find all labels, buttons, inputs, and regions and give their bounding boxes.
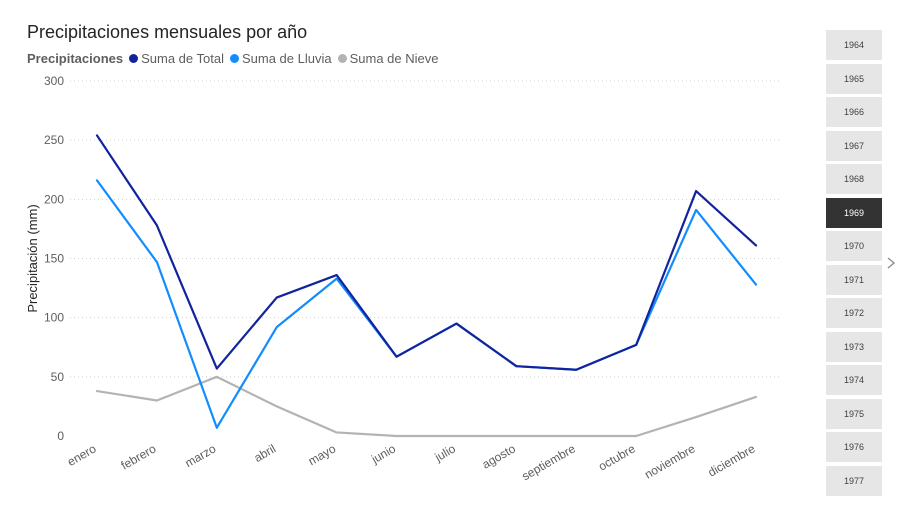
y-tick-label: 150: [44, 252, 64, 266]
y-axis-title: Precipitación (mm): [25, 204, 40, 312]
legend-item-lluvia[interactable]: Suma de Lluvia: [229, 51, 332, 66]
chart-legend: Precipitaciones Suma de Total Suma de Ll…: [27, 51, 445, 66]
data-point: [274, 404, 279, 409]
data-point: [394, 354, 399, 359]
slicer-item-1975[interactable]: 1975: [826, 398, 882, 429]
data-point: [754, 282, 759, 287]
slicer-item-1973[interactable]: 1973: [826, 331, 882, 362]
x-tick-label: febrero: [118, 441, 158, 472]
x-tick-label: enero: [65, 441, 99, 469]
chart-title: Precipitaciones mensuales por año: [27, 22, 308, 42]
x-tick-label: marzo: [182, 441, 218, 470]
y-tick-label: 200: [44, 192, 64, 206]
slicer-item-1968[interactable]: 1968: [826, 164, 882, 194]
data-point: [154, 398, 159, 403]
data-point: [694, 189, 699, 194]
slicer-item-1972[interactable]: 1972: [826, 298, 882, 328]
x-tick-label: agosto: [480, 441, 518, 471]
legend-dot-icon: [229, 54, 239, 63]
data-point: [754, 243, 759, 248]
data-point: [154, 260, 159, 265]
series-line-suma-de-total: [95, 134, 758, 371]
data-point: [274, 325, 279, 330]
data-point: [214, 366, 219, 371]
x-tick-label: diciembre: [705, 441, 757, 479]
data-point: [634, 342, 639, 347]
slicer-item-1976[interactable]: 1976: [826, 432, 882, 462]
data-point: [334, 276, 339, 281]
y-tick-label: 50: [51, 370, 65, 384]
slicer-item-1977[interactable]: 1977: [826, 465, 882, 496]
legend-item-total[interactable]: Suma de Total: [129, 51, 224, 66]
slicer-item-1969[interactable]: 1969: [826, 197, 882, 228]
data-point: [95, 133, 100, 138]
data-point: [514, 364, 519, 369]
data-point: [454, 321, 459, 326]
data-point: [694, 207, 699, 212]
y-tick-label: 100: [44, 311, 64, 325]
y-tick-label: 0: [57, 429, 64, 443]
data-point: [95, 178, 100, 183]
x-tick-label: julio: [432, 441, 459, 464]
series-line-suma-de-lluvia: [95, 179, 758, 429]
legend-label: Suma de Total: [141, 51, 224, 66]
data-point: [694, 415, 699, 420]
slicer-item-1974[interactable]: 1974: [826, 365, 882, 395]
data-point: [95, 389, 100, 394]
x-tick-label: noviembre: [642, 441, 698, 481]
x-tick-label: abril: [252, 441, 279, 464]
legend-item-nieve[interactable]: Suma de Nieve: [337, 51, 439, 66]
data-point: [574, 434, 579, 439]
y-tick-label: 300: [44, 74, 64, 88]
data-point: [334, 430, 339, 435]
chevron-right-icon[interactable]: [884, 255, 898, 271]
slicer-item-1966[interactable]: 1966: [826, 97, 882, 127]
x-tick-label: octubre: [596, 441, 638, 473]
data-point: [454, 434, 459, 439]
data-point: [754, 394, 759, 399]
data-point: [214, 425, 219, 430]
data-point: [274, 295, 279, 300]
data-point: [214, 374, 219, 379]
legend-heading: Precipitaciones: [27, 51, 124, 66]
data-point: [154, 223, 159, 228]
year-slicer: 1964 1965 1966 1967 1968 1969 1970 1971 1972 1973…: [826, 30, 882, 499]
line-chart: 0 50 100 150 200 250 300 Precipitación (mm) ener…: [25, 74, 780, 483]
slicer-item-1965[interactable]: 1965: [826, 63, 882, 94]
slicer-item-1970[interactable]: 1970: [826, 231, 882, 261]
data-point: [394, 434, 399, 439]
legend-dot-icon: [337, 54, 347, 63]
y-tick-label: 250: [44, 133, 64, 147]
legend-label: Suma de Nieve: [349, 51, 439, 66]
legend-dot-icon: [129, 54, 139, 63]
slicer-item-1971[interactable]: 1971: [826, 264, 882, 295]
series-line-suma-de-nieve: [95, 375, 758, 438]
x-tick-label: junio: [368, 441, 398, 466]
slicer-item-1964[interactable]: 1964: [826, 30, 882, 60]
data-point: [574, 367, 579, 372]
legend-label: Suma de Lluvia: [241, 51, 332, 66]
data-point: [634, 434, 639, 439]
slicer-item-1967[interactable]: 1967: [826, 130, 882, 161]
data-point: [514, 434, 519, 439]
x-tick-label: mayo: [306, 441, 339, 468]
x-tick-label: septiembre: [519, 441, 578, 483]
